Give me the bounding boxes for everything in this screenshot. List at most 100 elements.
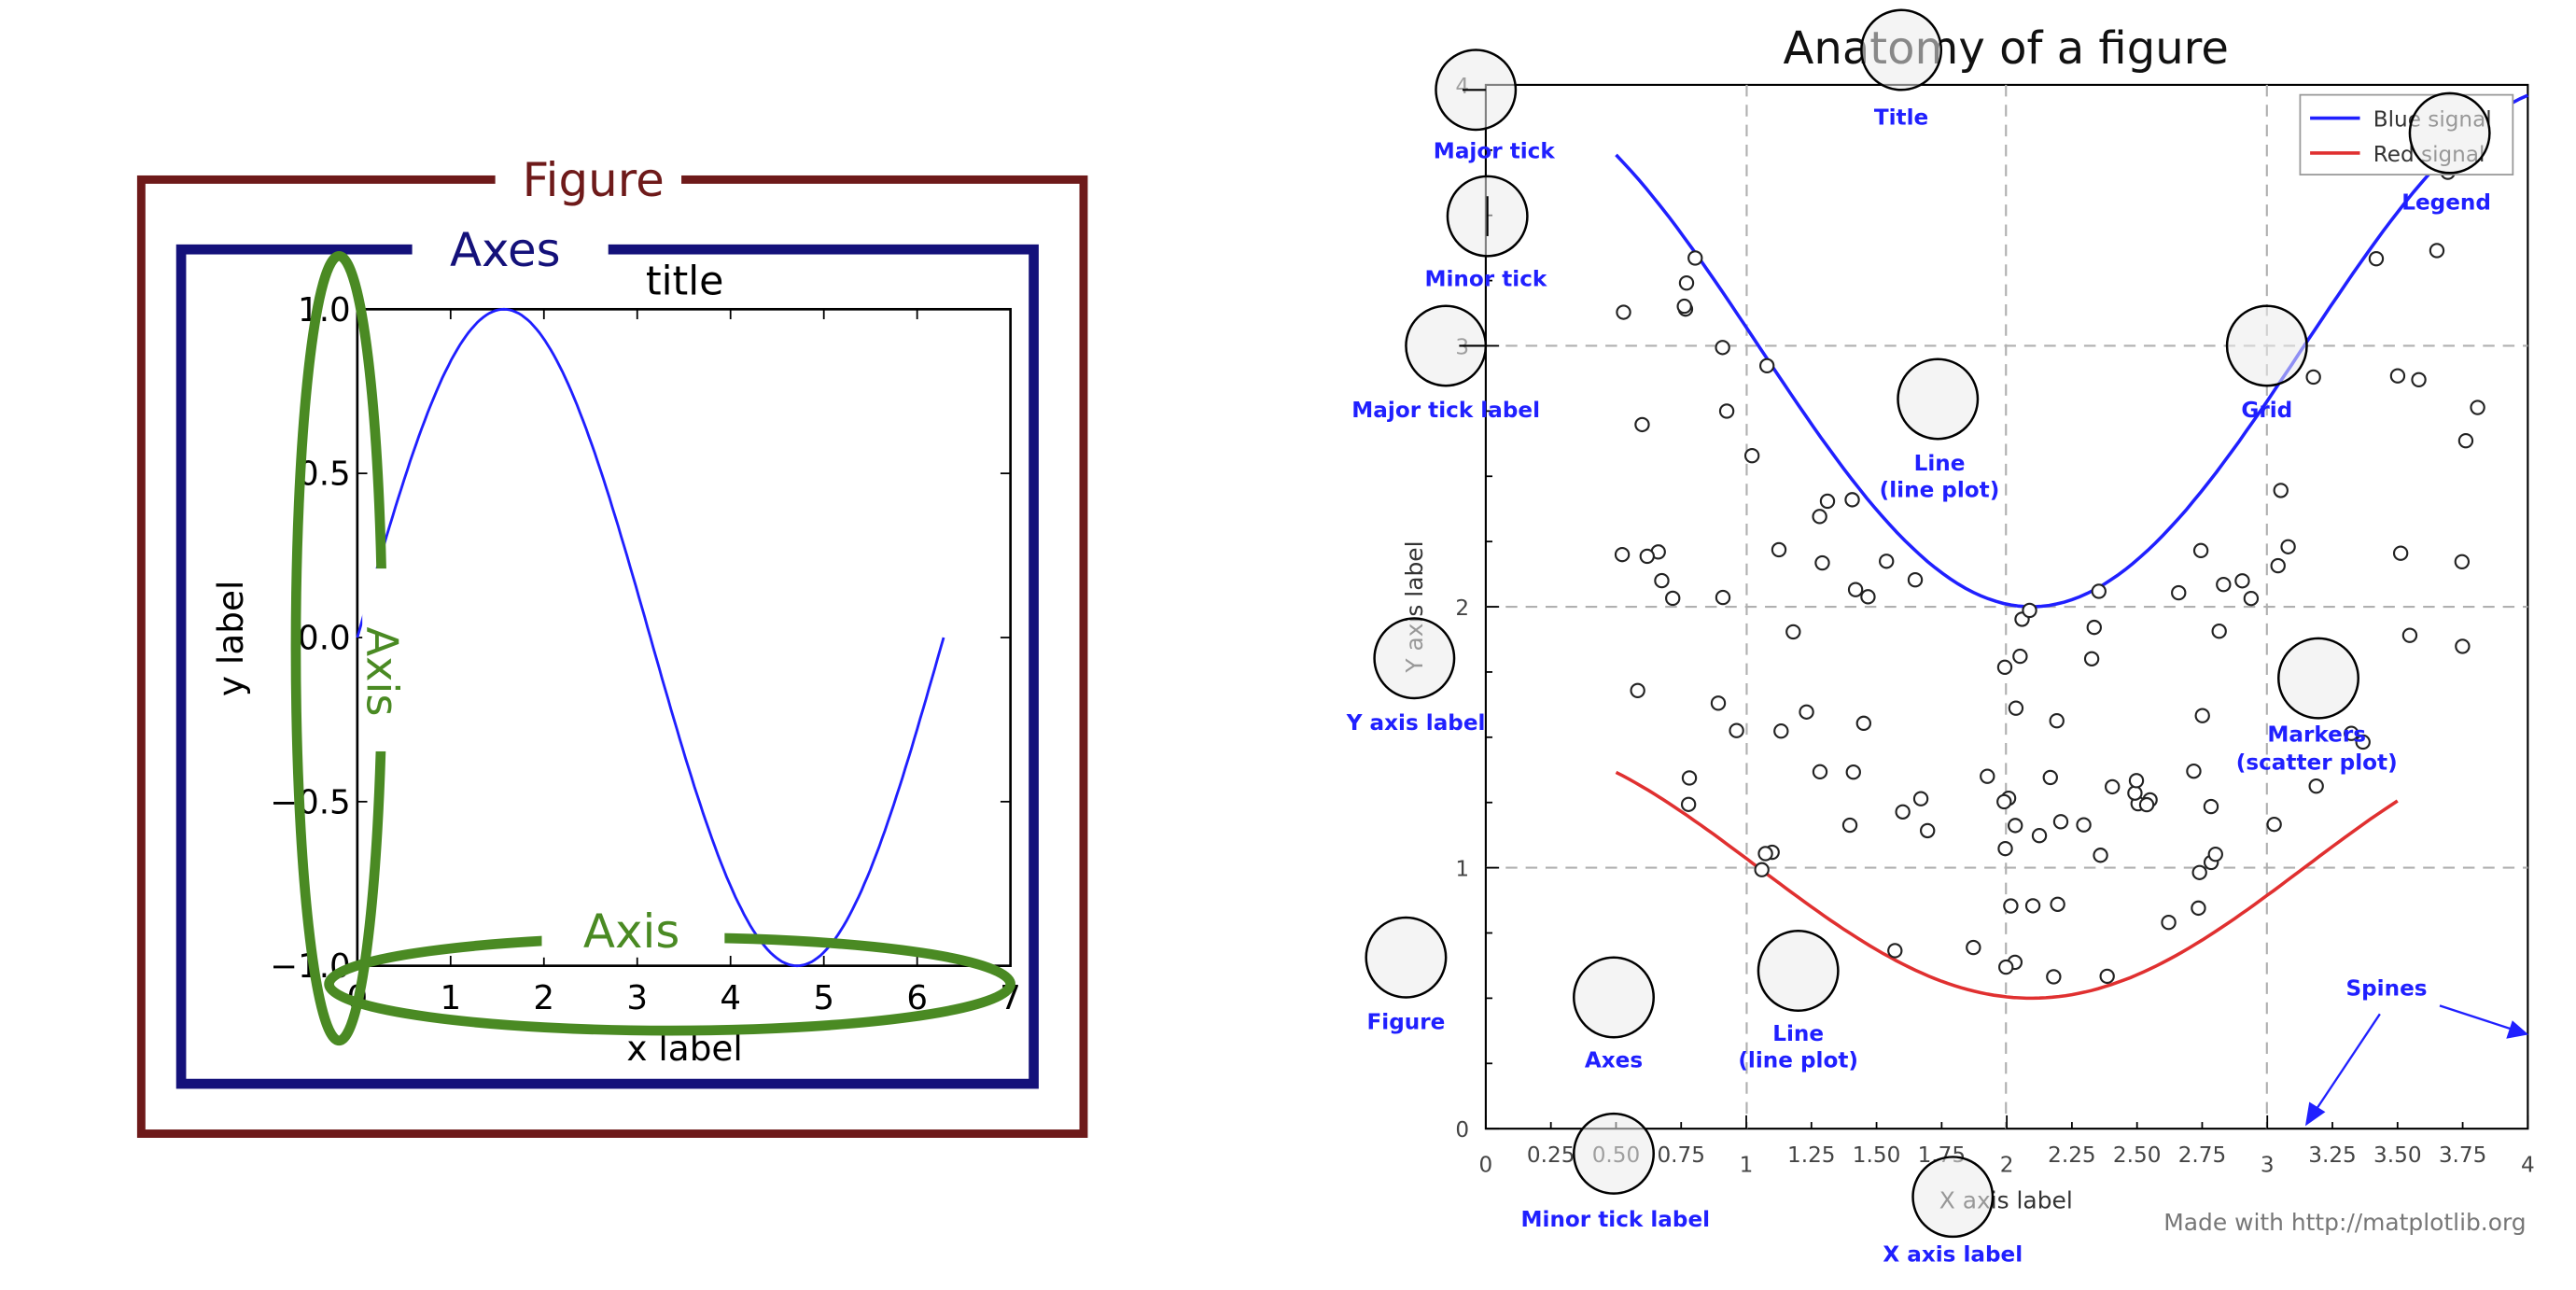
scatter-marker (1895, 804, 1911, 820)
circle-minor-tick-label (1573, 1112, 1655, 1195)
scatter-marker (2186, 763, 2202, 779)
axes-frame-label: Axes (450, 223, 561, 277)
scatter-marker (2086, 619, 2102, 636)
scatter-marker (1680, 796, 1697, 812)
circle-x-axis-label (1911, 1156, 1995, 1239)
scatter-marker (1729, 722, 1744, 738)
annotation-minor-tick-label: Minor tick label (1521, 1208, 1711, 1232)
scatter-marker (1812, 509, 1827, 525)
scatter-marker (2216, 576, 2232, 593)
right-xtick-label: 3.50 (2373, 1143, 2422, 1168)
annotation-line-2: Line (1772, 1022, 1824, 1046)
scatter-marker (2042, 769, 2058, 786)
scatter-marker (1771, 541, 1787, 558)
scatter-marker (2273, 483, 2289, 498)
left-sine-line (356, 307, 945, 968)
scatter-marker (2191, 900, 2206, 917)
right-ytick-label: 2 (1455, 596, 1469, 621)
annotation-title: Title (1874, 106, 1928, 131)
scatter-marker (2194, 708, 2210, 723)
circle-markers (2277, 637, 2359, 720)
circle-line-2 (1757, 930, 1840, 1012)
scatter-marker (1996, 793, 2012, 810)
annotation-legend: Legend (2401, 190, 2491, 215)
scatter-marker (1980, 768, 1995, 784)
annotation-markers-b: (scatter plot) (2236, 751, 2398, 776)
scatter-marker (2128, 773, 2145, 789)
scatter-marker (2470, 400, 2485, 415)
right-xtick-label: 2.25 (2048, 1143, 2096, 1168)
scatter-marker (2105, 778, 2121, 795)
annotation-major-tick: Major tick (1434, 139, 1556, 163)
scatter-marker (1996, 659, 2013, 676)
scatter-marker (2308, 778, 2324, 794)
scatter-marker (1819, 493, 1836, 510)
annotation-x-axis-label: X axis label (1883, 1243, 2023, 1268)
scatter-marker (1844, 492, 1860, 508)
scatter-marker (1634, 416, 1650, 433)
right-xtick-label: 1.25 (1787, 1143, 1836, 1168)
scatter-marker (1799, 704, 1814, 720)
scatter-marker (1639, 548, 1655, 565)
right-xtick-label: 1.50 (1853, 1143, 1901, 1168)
scatter-marker (1998, 959, 2014, 975)
scatter-marker (2305, 369, 2321, 386)
annotation-figure: Figure (1367, 1010, 1446, 1034)
scatter-marker (2083, 651, 2100, 666)
scatter-marker (2024, 898, 2041, 914)
scatter-marker (1966, 939, 1981, 956)
scatter-marker (1754, 862, 1770, 877)
right-xtick-label: 0.75 (1657, 1143, 1705, 1168)
scatter-marker (2389, 368, 2406, 384)
scatter-marker (2203, 798, 2219, 815)
scatter-marker (2270, 557, 2286, 574)
left-xtick-label: 1 (440, 979, 461, 1017)
scatter-marker (1676, 298, 1692, 315)
right-xtick-label: 3.75 (2439, 1143, 2487, 1168)
scatter-marker (2127, 785, 2143, 801)
right-xtick-label: 3 (2261, 1153, 2275, 1177)
scatter-marker (1845, 764, 1861, 780)
scatter-marker (1785, 624, 1801, 640)
scatter-marker (1654, 572, 1670, 589)
left-ytick-label: −0.5 (270, 783, 350, 821)
scatter-marker (2368, 250, 2385, 267)
annotation-major-tick-label: Major tick label (1351, 399, 1540, 423)
right-ytick-label: 1 (1455, 858, 1469, 882)
scatter-marker (2401, 627, 2418, 643)
scatter-marker (2161, 914, 2177, 931)
scatter-marker (1907, 572, 1924, 588)
scatter-marker (2344, 725, 2359, 741)
annotation-axes: Axes (1585, 1048, 1643, 1073)
scatter-marker (2022, 602, 2037, 619)
circle-line-1 (1897, 358, 1980, 441)
right-xtick-label: 3.25 (2308, 1143, 2357, 1168)
figure-frame-label: Figure (523, 153, 665, 207)
scatter-marker (1997, 840, 2013, 857)
scatter-marker (1678, 274, 1695, 291)
scatter-marker (1665, 590, 1681, 607)
scatter-marker (1687, 250, 1703, 266)
scatter-markers (1614, 164, 2485, 985)
left-y-label: y label (210, 581, 251, 696)
circle-axes (1573, 956, 1655, 1039)
scatter-marker (1855, 715, 1872, 732)
scatter-marker (2243, 590, 2260, 607)
scatter-marker (1715, 340, 1730, 356)
left-ytick-label: 0.5 (298, 456, 351, 494)
scatter-marker (2192, 542, 2209, 559)
scatter-marker (2138, 796, 2155, 813)
scatter-marker (2207, 846, 2223, 862)
scatter-marker (2171, 584, 2187, 601)
left-xtick-label: 4 (720, 979, 741, 1017)
scatter-marker (1681, 770, 1698, 786)
annotation-y-axis-label: Y axis label (1346, 711, 1486, 736)
scatter-marker (1630, 682, 1645, 698)
right-xtick-label: 0.25 (1527, 1143, 1575, 1168)
scatter-marker (2392, 545, 2409, 561)
annotation-line-2b: (line plot) (1738, 1048, 1858, 1073)
spines-arrows (2304, 1004, 2529, 1127)
scatter-marker (2012, 648, 2028, 665)
